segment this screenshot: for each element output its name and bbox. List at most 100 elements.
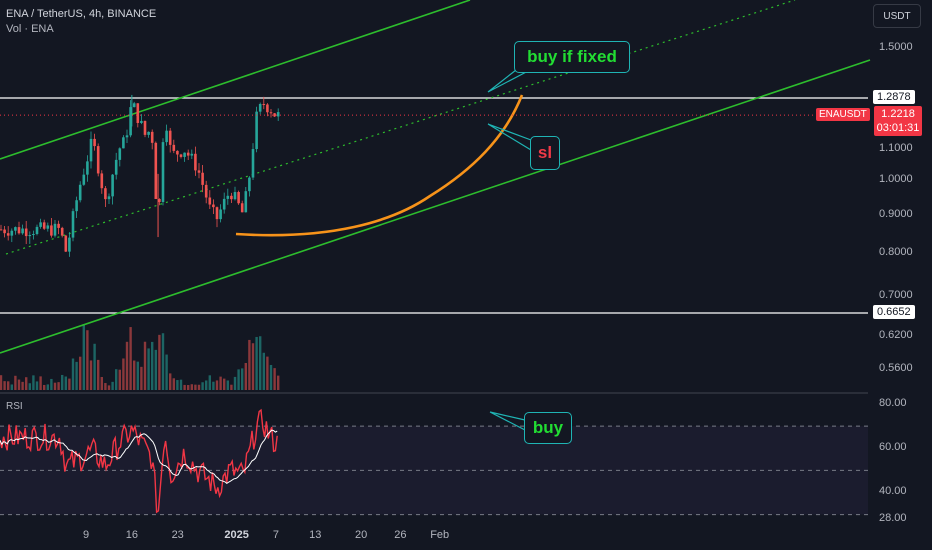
price-tick-label: 1.1000 bbox=[879, 142, 913, 155]
volume-bar bbox=[7, 381, 10, 390]
candle-body bbox=[57, 223, 60, 228]
volume-bar bbox=[176, 380, 179, 390]
time-tick-label: 9 bbox=[82, 529, 90, 541]
time-tick-label: 16 bbox=[125, 529, 138, 541]
callout-sl[interactable]: sl bbox=[530, 136, 560, 170]
candle-body bbox=[212, 204, 215, 208]
volume-bar bbox=[266, 356, 269, 390]
candle-body bbox=[269, 112, 273, 114]
candle-body bbox=[46, 225, 50, 229]
candle-body bbox=[111, 174, 114, 197]
support-arc bbox=[235, 94, 524, 237]
callout-buy[interactable]: buy bbox=[524, 412, 572, 444]
volume-bar bbox=[17, 379, 21, 390]
volume-bar bbox=[14, 375, 17, 390]
candle-body bbox=[71, 211, 75, 238]
candle-body bbox=[161, 142, 165, 202]
candle-body bbox=[165, 130, 168, 143]
volume-label: Vol · ENA bbox=[6, 23, 54, 35]
rsi-ma-line bbox=[0, 429, 278, 485]
candle-body bbox=[42, 222, 46, 229]
volume-bar bbox=[237, 369, 240, 390]
candle-body bbox=[89, 138, 93, 162]
volume-bar bbox=[233, 376, 237, 390]
candle-body bbox=[222, 198, 226, 210]
candle-body bbox=[14, 227, 17, 231]
volume-bar bbox=[230, 384, 233, 390]
last-price-tag: 1.2218 03:01:31 bbox=[874, 106, 922, 136]
volume-bar bbox=[75, 361, 78, 390]
volume-bar bbox=[277, 375, 280, 390]
channel-mid-line bbox=[5, 0, 796, 255]
candle-body bbox=[143, 120, 147, 135]
volume-bar bbox=[161, 333, 165, 390]
candle-body bbox=[17, 227, 21, 234]
volume-bar bbox=[255, 336, 258, 390]
volume-bar bbox=[46, 384, 49, 390]
candle-body bbox=[96, 146, 100, 174]
volume-bar bbox=[154, 349, 157, 390]
candle-body bbox=[64, 235, 68, 252]
leader-buy bbox=[489, 411, 526, 431]
volume-bar bbox=[194, 384, 197, 390]
volume-bar bbox=[25, 377, 28, 390]
candle-body bbox=[100, 173, 104, 189]
candle-body bbox=[35, 226, 39, 234]
volume-bar bbox=[53, 382, 57, 390]
volume-bar bbox=[172, 378, 175, 390]
volume-bar bbox=[111, 381, 114, 390]
volume-bar bbox=[158, 334, 161, 390]
candle-body bbox=[32, 233, 35, 236]
rsi-pane bbox=[0, 408, 278, 514]
channel-upper-line bbox=[0, 0, 471, 160]
volume-bar bbox=[122, 358, 125, 390]
volume-bar bbox=[212, 381, 215, 390]
volume-bar bbox=[68, 378, 71, 390]
volume-bar bbox=[248, 339, 251, 390]
volume-bar bbox=[244, 363, 247, 390]
candle-body bbox=[82, 174, 86, 185]
candle-body bbox=[93, 138, 96, 147]
callout-leaders bbox=[487, 69, 532, 431]
candle-body bbox=[230, 195, 233, 200]
candlesticks bbox=[0, 94, 280, 257]
candle-body bbox=[240, 203, 244, 213]
rsi-tick-label: 80.00 bbox=[879, 397, 907, 409]
price-tick-label: 0.6200 bbox=[879, 328, 913, 341]
candle-body bbox=[150, 131, 154, 143]
callout-buy-if-fixed[interactable]: buy if fixed bbox=[514, 41, 630, 73]
candle-body bbox=[190, 153, 194, 156]
symbol-tag: ENAUSDT bbox=[816, 108, 870, 121]
volume-bar bbox=[215, 380, 219, 390]
currency-button[interactable]: USDT bbox=[873, 4, 921, 28]
candle-body bbox=[107, 196, 111, 200]
horizontal-levels bbox=[0, 97, 868, 516]
candle-body bbox=[118, 148, 122, 160]
volume-bar bbox=[151, 341, 154, 390]
volume-bar bbox=[115, 369, 118, 390]
candle-body bbox=[125, 135, 129, 138]
candle-body bbox=[86, 161, 89, 175]
candle-body bbox=[60, 227, 64, 236]
candle-body bbox=[237, 192, 240, 204]
volume-bar bbox=[61, 374, 64, 390]
candle-body bbox=[276, 112, 280, 117]
time-tick-label: 23 bbox=[171, 529, 184, 541]
candle-body bbox=[3, 229, 6, 234]
volume-bar bbox=[50, 378, 53, 390]
candle-body bbox=[258, 104, 262, 112]
candle-body bbox=[68, 237, 71, 252]
time-tick-label: 7 bbox=[272, 529, 279, 541]
candle-body bbox=[122, 137, 125, 149]
volume-bar bbox=[147, 348, 150, 390]
volume-bar bbox=[183, 384, 186, 390]
volume-bar bbox=[79, 356, 82, 390]
candle-body bbox=[186, 152, 190, 156]
candle-body bbox=[6, 233, 10, 236]
volume-bar bbox=[241, 368, 244, 390]
volume-bar bbox=[143, 341, 147, 390]
candle-body bbox=[183, 152, 186, 157]
volume-bar bbox=[205, 380, 208, 390]
candle-body bbox=[132, 103, 136, 108]
price-tick-label: 1.0000 bbox=[879, 173, 913, 186]
